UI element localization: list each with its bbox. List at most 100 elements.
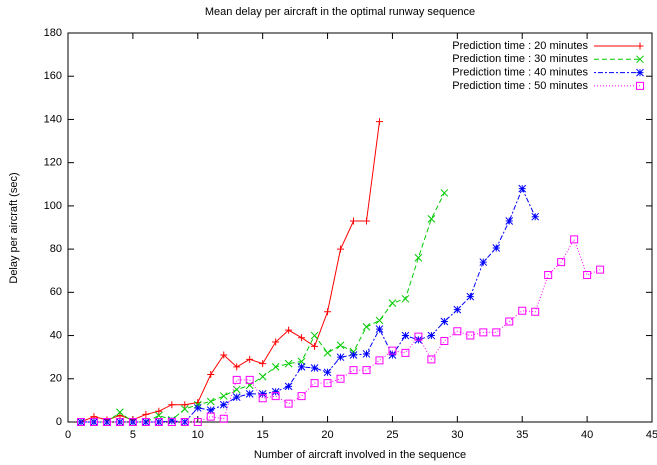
y-tick-label: 0 bbox=[56, 416, 62, 428]
point-marker bbox=[219, 414, 228, 423]
point-marker bbox=[375, 316, 384, 325]
point-marker bbox=[128, 418, 137, 426]
point-marker bbox=[154, 411, 163, 420]
point-marker bbox=[310, 379, 319, 388]
x-tick-label: 0 bbox=[65, 429, 71, 441]
point-marker bbox=[116, 418, 124, 426]
point-marker bbox=[505, 317, 514, 326]
legend-marker bbox=[636, 81, 644, 90]
point-marker bbox=[324, 308, 332, 316]
point-marker bbox=[492, 244, 501, 252]
point-marker bbox=[271, 363, 280, 371]
series-line bbox=[80, 192, 445, 423]
point-marker bbox=[193, 404, 202, 412]
point-marker bbox=[401, 331, 410, 340]
point-marker bbox=[479, 258, 488, 266]
point-marker bbox=[427, 215, 436, 223]
point-marker bbox=[206, 406, 215, 414]
y-tick-label: 20 bbox=[50, 373, 62, 385]
point-marker bbox=[258, 372, 267, 381]
point-marker bbox=[414, 253, 423, 262]
point-marker bbox=[297, 357, 306, 366]
point-marker bbox=[531, 212, 540, 221]
point-marker bbox=[284, 382, 293, 391]
point-marker bbox=[258, 394, 267, 403]
point-marker bbox=[375, 325, 384, 333]
point-marker bbox=[350, 217, 358, 225]
point-marker bbox=[181, 401, 189, 409]
point-marker bbox=[271, 387, 280, 396]
legend-label: Prediction time : 30 minutes bbox=[452, 53, 588, 65]
x-tick-label: 20 bbox=[321, 429, 333, 441]
point-marker bbox=[453, 305, 462, 314]
point-marker bbox=[154, 418, 163, 426]
point-marker bbox=[180, 418, 189, 426]
y-axis-label: Delay per aircraft (sec) bbox=[8, 172, 20, 283]
point-marker bbox=[103, 418, 111, 426]
point-marker bbox=[206, 397, 215, 406]
point-marker bbox=[115, 418, 124, 426]
point-marker bbox=[259, 360, 267, 368]
point-marker bbox=[180, 418, 189, 426]
point-marker bbox=[583, 271, 592, 280]
y-tick-label: 80 bbox=[50, 243, 62, 255]
point-marker bbox=[284, 399, 293, 408]
point-marker bbox=[323, 368, 332, 377]
point-marker bbox=[180, 405, 189, 413]
point-marker bbox=[596, 265, 605, 274]
x-tick-label: 45 bbox=[646, 429, 657, 441]
y-tick-label: 100 bbox=[44, 200, 62, 212]
point-marker bbox=[427, 355, 436, 364]
point-marker bbox=[557, 258, 566, 267]
y-tick-label: 120 bbox=[44, 157, 62, 169]
point-marker bbox=[155, 407, 163, 415]
point-marker bbox=[141, 418, 150, 426]
point-marker bbox=[272, 338, 280, 346]
y-tick-label: 180 bbox=[44, 27, 62, 39]
point-marker bbox=[414, 332, 423, 341]
point-marker bbox=[492, 328, 501, 337]
x-tick-label: 15 bbox=[257, 429, 269, 441]
point-marker bbox=[505, 217, 514, 225]
point-marker bbox=[297, 363, 306, 371]
point-marker bbox=[375, 356, 384, 365]
series-line bbox=[80, 121, 380, 423]
point-marker bbox=[362, 323, 371, 331]
point-marker bbox=[310, 364, 319, 372]
point-marker bbox=[375, 118, 383, 126]
legend-marker bbox=[636, 68, 644, 77]
x-tick-label: 25 bbox=[386, 429, 398, 441]
plot-frame bbox=[67, 32, 653, 423]
point-marker bbox=[311, 342, 319, 350]
point-marker bbox=[388, 299, 397, 307]
point-marker bbox=[258, 390, 267, 398]
point-marker bbox=[206, 412, 215, 421]
legend-marker bbox=[636, 42, 644, 50]
point-marker bbox=[466, 292, 475, 301]
point-marker bbox=[544, 271, 553, 280]
y-tick-label: 160 bbox=[44, 70, 62, 82]
point-marker bbox=[89, 418, 98, 426]
legend-marker bbox=[636, 55, 644, 64]
x-tick-label: 5 bbox=[130, 429, 136, 441]
point-marker bbox=[336, 353, 345, 362]
point-marker bbox=[336, 374, 345, 383]
point-marker bbox=[401, 348, 410, 357]
point-marker bbox=[323, 379, 332, 388]
point-marker bbox=[193, 418, 202, 426]
series-line bbox=[80, 238, 601, 423]
point-marker bbox=[440, 189, 449, 197]
point-marker bbox=[116, 412, 124, 420]
point-marker bbox=[362, 217, 370, 225]
y-tick-label: 40 bbox=[50, 329, 62, 341]
point-marker bbox=[531, 307, 540, 316]
point-marker bbox=[518, 306, 527, 315]
point-marker bbox=[219, 400, 228, 409]
point-marker bbox=[349, 366, 358, 375]
legend-label: Prediction time : 20 minutes bbox=[452, 40, 588, 52]
point-marker bbox=[310, 331, 319, 340]
point-marker bbox=[220, 351, 228, 359]
point-marker bbox=[298, 334, 306, 342]
x-tick-label: 30 bbox=[451, 429, 463, 441]
